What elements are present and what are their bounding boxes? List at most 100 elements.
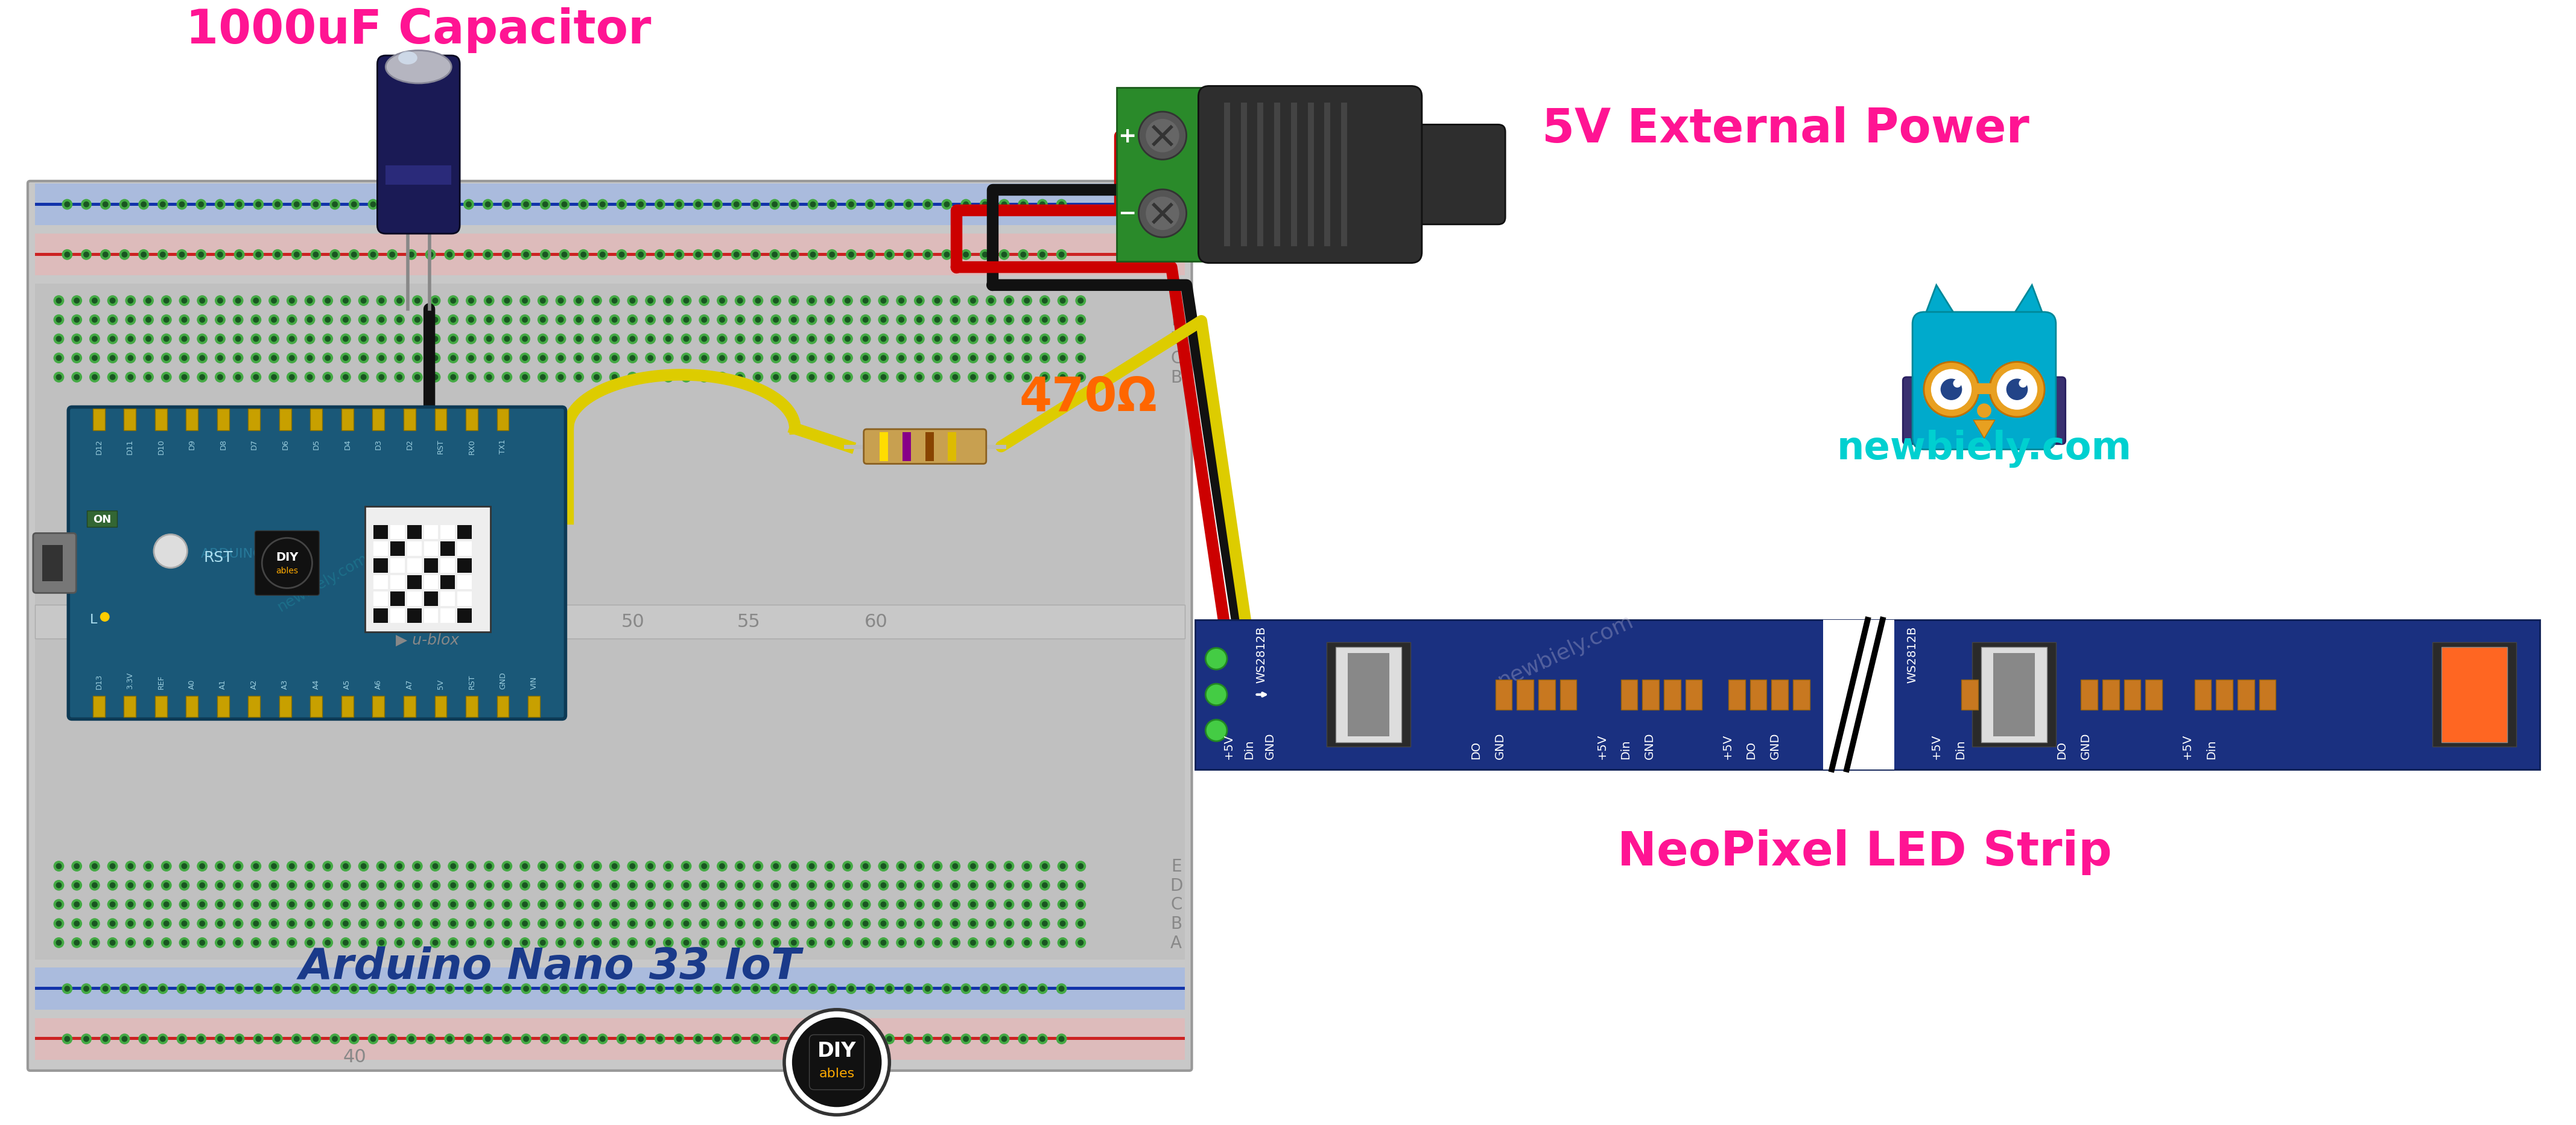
- Circle shape: [963, 986, 969, 992]
- Circle shape: [93, 317, 98, 323]
- Circle shape: [62, 199, 72, 210]
- Circle shape: [734, 201, 739, 208]
- Circle shape: [662, 937, 675, 948]
- Circle shape: [469, 901, 474, 908]
- Bar: [440, 525, 456, 540]
- Text: A6: A6: [374, 680, 381, 688]
- Circle shape: [430, 918, 440, 929]
- Circle shape: [845, 199, 858, 210]
- Circle shape: [541, 298, 546, 304]
- Circle shape: [574, 356, 582, 361]
- Circle shape: [157, 199, 167, 210]
- Circle shape: [178, 861, 191, 872]
- Circle shape: [662, 353, 675, 363]
- Circle shape: [126, 353, 137, 363]
- Circle shape: [196, 315, 209, 325]
- Circle shape: [592, 920, 600, 927]
- Circle shape: [961, 250, 971, 260]
- Circle shape: [160, 372, 173, 383]
- Circle shape: [322, 315, 332, 325]
- Circle shape: [340, 861, 350, 872]
- Circle shape: [196, 334, 209, 344]
- Circle shape: [397, 317, 402, 323]
- Circle shape: [716, 315, 726, 325]
- Circle shape: [54, 899, 64, 910]
- Circle shape: [294, 1036, 299, 1042]
- Circle shape: [616, 1034, 626, 1044]
- Circle shape: [502, 372, 513, 383]
- Bar: [124, 696, 137, 718]
- Circle shape: [157, 250, 167, 260]
- Circle shape: [680, 899, 690, 910]
- Circle shape: [1041, 298, 1048, 304]
- Circle shape: [953, 920, 958, 927]
- Bar: [374, 410, 384, 431]
- Circle shape: [953, 317, 958, 323]
- Circle shape: [574, 920, 582, 927]
- Circle shape: [788, 199, 799, 210]
- Circle shape: [1077, 920, 1084, 927]
- Circle shape: [415, 317, 420, 323]
- Circle shape: [559, 882, 564, 889]
- Circle shape: [54, 353, 64, 363]
- FancyBboxPatch shape: [70, 407, 567, 719]
- Circle shape: [600, 252, 605, 258]
- Circle shape: [160, 353, 173, 363]
- Circle shape: [90, 334, 100, 344]
- Circle shape: [969, 937, 979, 948]
- Circle shape: [103, 1036, 108, 1042]
- Circle shape: [1206, 684, 1226, 705]
- Circle shape: [129, 901, 134, 908]
- Circle shape: [848, 1036, 855, 1042]
- Circle shape: [665, 356, 672, 361]
- Bar: [1494, 680, 1512, 710]
- Circle shape: [698, 315, 708, 325]
- Circle shape: [541, 201, 549, 208]
- Circle shape: [415, 901, 420, 908]
- Circle shape: [252, 336, 260, 342]
- Circle shape: [1056, 918, 1069, 929]
- Circle shape: [126, 296, 137, 306]
- Circle shape: [178, 1034, 188, 1044]
- Circle shape: [1074, 937, 1087, 948]
- Circle shape: [196, 296, 209, 306]
- Circle shape: [752, 937, 762, 948]
- Text: C: C: [1170, 897, 1182, 914]
- Circle shape: [466, 372, 477, 383]
- Circle shape: [466, 353, 477, 363]
- Circle shape: [971, 298, 976, 304]
- Circle shape: [252, 920, 260, 927]
- Bar: [497, 410, 510, 431]
- Circle shape: [878, 918, 889, 929]
- Circle shape: [683, 317, 690, 323]
- Circle shape: [770, 250, 781, 260]
- Circle shape: [860, 899, 871, 910]
- Circle shape: [680, 880, 690, 891]
- Circle shape: [878, 334, 889, 344]
- Circle shape: [953, 336, 958, 342]
- Circle shape: [683, 882, 690, 889]
- Circle shape: [198, 986, 204, 992]
- Circle shape: [574, 336, 582, 342]
- Circle shape: [234, 356, 242, 361]
- Bar: [407, 525, 422, 540]
- Circle shape: [304, 334, 314, 344]
- Circle shape: [600, 1036, 605, 1042]
- Circle shape: [917, 920, 922, 927]
- Circle shape: [268, 296, 278, 306]
- Circle shape: [484, 372, 495, 383]
- Circle shape: [379, 356, 384, 361]
- Text: newbiely.com: newbiely.com: [276, 550, 371, 614]
- Circle shape: [330, 250, 340, 260]
- Circle shape: [987, 918, 997, 929]
- Circle shape: [806, 315, 817, 325]
- Text: ON: ON: [93, 514, 111, 524]
- Circle shape: [788, 880, 799, 891]
- Circle shape: [693, 1034, 703, 1044]
- Circle shape: [216, 298, 224, 304]
- Circle shape: [322, 353, 332, 363]
- Circle shape: [878, 937, 889, 948]
- Circle shape: [343, 375, 348, 380]
- Circle shape: [719, 920, 724, 927]
- Circle shape: [680, 353, 690, 363]
